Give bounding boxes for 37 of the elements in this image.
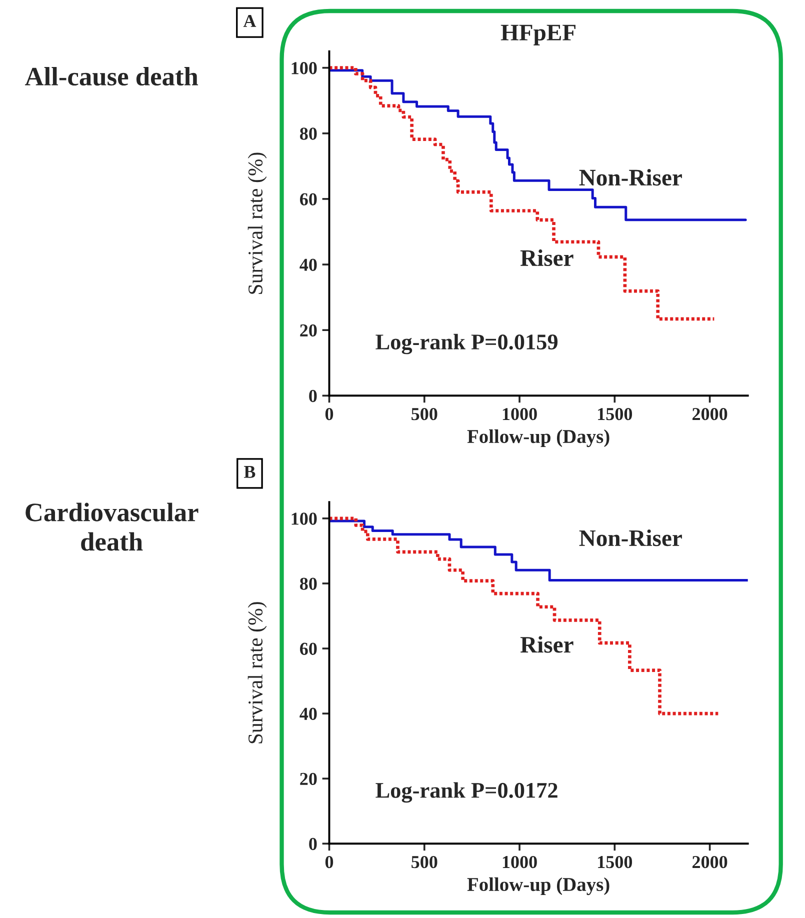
x-tick-label: 500 [412,856,438,868]
y-axis-title: Survival rate (%) [248,152,267,294]
annotation: Log-rank P=0.0159 [376,334,558,354]
x-tick-label: 2000 [692,856,728,868]
y-tick-label: 40 [300,708,317,720]
chart-title: HFpEF [500,24,576,46]
y-tick-label: 100 [292,62,317,74]
y-tick-label: 60 [300,642,317,655]
x-tick-label: 0 [325,408,334,420]
x-tick-label: 1500 [598,408,632,420]
y-tick-label: 80 [300,128,317,140]
x-axis-title: Follow-up (Days) [467,429,610,448]
y-axis-title: Survival rate (%) [248,602,267,744]
series-label: Non-Riser [579,530,682,546]
series-label: Non-Riser [579,169,682,186]
text: A [243,14,256,27]
annotation: Log-rank P=0.0172 [376,782,558,803]
text: All-cause death [24,66,198,86]
y-tick-label: 80 [300,578,317,590]
y-tick-label: 40 [300,258,317,271]
x-tick-label: 0 [325,856,334,868]
x-tick-label: 1000 [502,408,537,420]
y-tick-label: 0 [309,390,317,402]
x-tick-label: 1500 [598,856,632,868]
y-tick-label: 100 [292,512,317,525]
x-axis-title: Follow-up (Days) [467,877,610,896]
y-tick-label: 0 [309,838,317,850]
series-label: Riser [520,636,574,653]
y-tick-label: 20 [300,324,317,337]
text: B [244,466,256,478]
y-tick-label: 60 [300,193,317,206]
x-tick-label: 1000 [502,856,537,868]
y-tick-label: 20 [300,772,317,786]
x-tick-label: 2000 [692,408,728,420]
series-label: Riser [520,249,574,266]
x-tick-label: 500 [412,408,438,420]
text: Cardiovascular death [26,502,198,551]
